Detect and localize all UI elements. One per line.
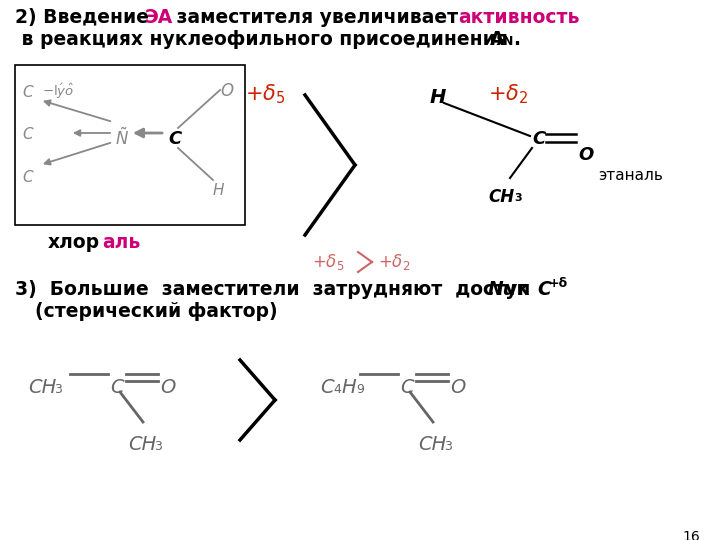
Text: C: C	[532, 130, 545, 148]
Text: .: .	[513, 30, 520, 49]
Text: O: O	[578, 146, 593, 164]
Text: H: H	[213, 183, 225, 198]
Text: А: А	[490, 30, 505, 49]
Text: +δ: +δ	[549, 277, 568, 290]
Text: C: C	[22, 170, 32, 185]
Text: $+\delta_5$: $+\delta_5$	[312, 252, 344, 272]
Text: 4: 4	[333, 383, 341, 396]
Text: хлор: хлор	[48, 233, 100, 252]
Text: C: C	[22, 85, 32, 100]
Text: H: H	[430, 88, 446, 107]
Text: к: к	[510, 280, 536, 299]
Bar	[15, 65, 245, 225]
Text: O: O	[450, 378, 465, 397]
Text: этаналь: этаналь	[598, 168, 663, 183]
Text: 16: 16	[683, 530, 700, 540]
Text: C: C	[400, 378, 413, 397]
Text: 3: 3	[514, 193, 521, 203]
Text: 3)  Большие  заместители  затрудняют  доступ: 3) Большие заместители затрудняют доступ	[15, 280, 544, 299]
Text: $+\delta_5$: $+\delta_5$	[245, 82, 285, 106]
Text: $+\delta_2$: $+\delta_2$	[488, 82, 528, 106]
Text: C: C	[110, 378, 124, 397]
Text: заместителя увеличивает: заместителя увеличивает	[170, 8, 464, 27]
Text: Ñ: Ñ	[116, 130, 128, 148]
Text: $+\delta_2$: $+\delta_2$	[378, 252, 410, 272]
Text: CH: CH	[128, 435, 156, 454]
Text: 3: 3	[54, 383, 62, 396]
Text: CH: CH	[418, 435, 446, 454]
Text: 2) Введение: 2) Введение	[15, 8, 156, 27]
Text: H: H	[341, 378, 356, 397]
Text: 3: 3	[154, 440, 162, 453]
Text: активность: активность	[458, 8, 580, 27]
Text: O: O	[220, 82, 233, 100]
Text: O: O	[160, 378, 176, 397]
Text: (стерический фактор): (стерический фактор)	[35, 302, 278, 321]
Text: ЭА: ЭА	[145, 8, 174, 27]
Text: Nu: Nu	[488, 280, 517, 299]
Text: аль: аль	[102, 233, 140, 252]
Text: CH: CH	[488, 188, 514, 206]
Text: C: C	[537, 280, 551, 299]
Text: в реакциях нуклеофильного присоединения: в реакциях нуклеофильного присоединения	[15, 30, 514, 49]
Text: C: C	[168, 130, 181, 148]
Text: C: C	[320, 378, 333, 397]
Text: C: C	[22, 127, 32, 142]
Text: $-\mathrm{l}\acute{y}\hat{o}$: $-\mathrm{l}\acute{y}\hat{o}$	[42, 82, 74, 101]
Text: 9: 9	[356, 383, 364, 396]
Text: 3: 3	[444, 440, 452, 453]
Text: CH: CH	[28, 378, 56, 397]
Text: N: N	[503, 35, 513, 48]
